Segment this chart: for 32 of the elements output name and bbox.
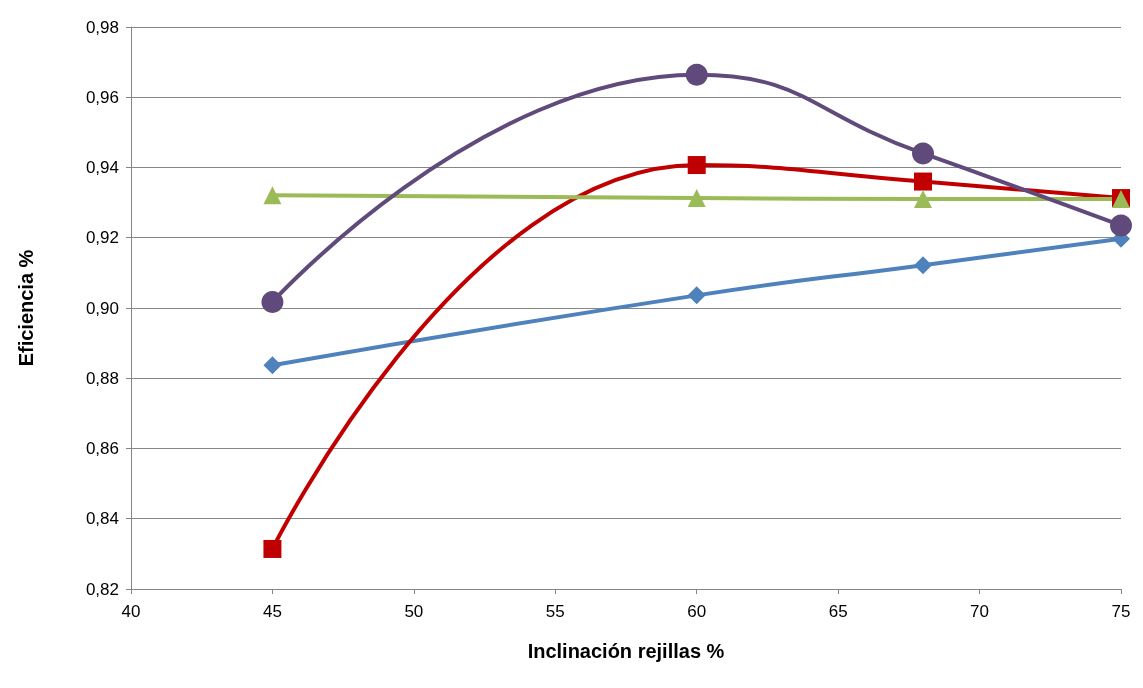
x-axis-title: Inclinación rejillas % xyxy=(527,640,725,662)
point xyxy=(687,189,706,208)
x-tick-label: 45 xyxy=(262,602,282,621)
y-axis-title: Eficiencia % xyxy=(15,249,37,367)
point xyxy=(1110,214,1132,237)
x-tick-label: 75 xyxy=(1111,602,1131,621)
y-tick-label: 0,88 xyxy=(85,368,119,388)
x-tick-label: 40 xyxy=(121,602,141,621)
point xyxy=(914,256,932,275)
x-tick-label: 60 xyxy=(687,602,707,621)
x-tick-label: 65 xyxy=(828,602,848,621)
point xyxy=(914,190,932,209)
y-tick-label: 0,92 xyxy=(85,228,119,248)
y-tick-label: 0,86 xyxy=(85,439,119,458)
point xyxy=(263,539,282,558)
point xyxy=(685,63,708,86)
point xyxy=(261,291,284,314)
point xyxy=(914,172,932,191)
y-tick-label: 0,82 xyxy=(85,579,119,599)
point xyxy=(687,156,706,175)
y-tick-label: 0,98 xyxy=(85,17,119,37)
x-tick-label: 55 xyxy=(545,602,565,621)
point xyxy=(912,142,934,165)
y-tick-label: 0,84 xyxy=(85,509,119,529)
point xyxy=(263,356,282,375)
y-tick-label: 0,94 xyxy=(85,158,119,177)
y-tick-label: 0,96 xyxy=(85,87,119,107)
x-tick-label: 50 xyxy=(404,602,424,621)
point xyxy=(687,286,706,305)
y-tick-label: 0,90 xyxy=(85,298,119,318)
point xyxy=(263,186,282,205)
x-tick-label: 70 xyxy=(970,602,990,621)
